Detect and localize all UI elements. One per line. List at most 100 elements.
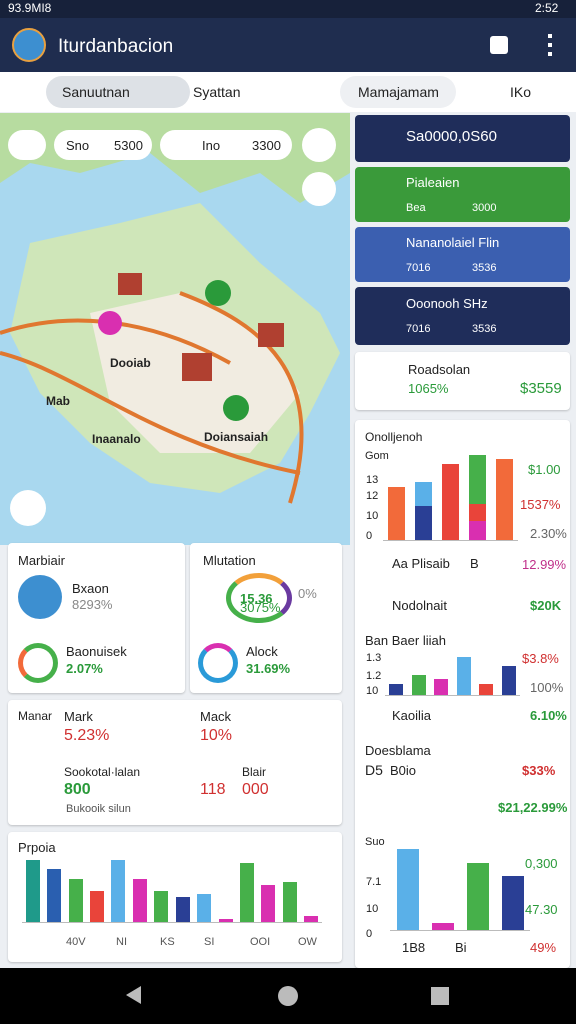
tab-label: IKo [510, 84, 532, 100]
bar [197, 894, 212, 922]
row-value: $20K [530, 598, 562, 613]
card[interactable] [355, 287, 570, 345]
item-value: 2.07% [66, 661, 103, 676]
row-value: $33% [522, 763, 556, 778]
card-title: Ooonooh SHz [406, 296, 488, 311]
map-button[interactable] [10, 490, 46, 526]
card[interactable] [355, 167, 570, 222]
chip-value: 3300 [252, 138, 281, 153]
value-label: 1537% [520, 497, 561, 512]
y-label: 0 [366, 530, 373, 542]
status-time: 2:52 [535, 1, 559, 15]
summary-value: $3559 [520, 380, 562, 397]
stat-value: 800 [64, 781, 91, 798]
x-label: OW [298, 936, 317, 948]
row-title: Doesblama [365, 743, 431, 758]
app-title: Iturdanbacion [58, 36, 174, 57]
y-label: 12 [366, 490, 379, 502]
bar [415, 506, 432, 540]
map-button[interactable] [302, 172, 336, 206]
map-chip[interactable] [54, 130, 152, 160]
axis-line [383, 540, 518, 541]
tab-chip[interactable] [46, 76, 190, 108]
stat-title: Sookotal·lalan [64, 765, 141, 779]
y-label: 1.3 [366, 652, 382, 664]
card-value: Bea [406, 202, 426, 214]
home-button[interactable] [278, 986, 298, 1006]
tab-label: Sanuutnan [62, 84, 130, 100]
bar [431, 922, 454, 930]
value-label: 47.30 [525, 902, 558, 917]
x-label: SI [204, 936, 215, 948]
icon [18, 575, 62, 619]
bar [501, 876, 524, 930]
item-value: 31.69% [246, 661, 291, 676]
y-label: 7.1 [366, 876, 382, 888]
footer-label: Aa Plisaib [392, 556, 450, 571]
map-chip[interactable] [160, 130, 292, 160]
card-title: Nananolaiel Flin [406, 235, 500, 250]
stat-title: Mark [64, 709, 93, 724]
app-bar [0, 18, 576, 72]
chart-subtitle: Gom [365, 450, 389, 462]
bar [47, 869, 62, 922]
status-bar [0, 0, 576, 18]
map [0, 113, 350, 545]
value-label: $1.00 [528, 462, 561, 477]
map-button[interactable] [8, 130, 46, 160]
item-label: Baonuisek [66, 644, 127, 659]
y-label: 13 [366, 474, 379, 486]
bar [240, 863, 254, 922]
value-label: 2.30% [530, 526, 567, 541]
card[interactable] [355, 227, 570, 282]
y-label: 10 [366, 903, 379, 915]
ring-side: 0% [298, 586, 317, 601]
row-title: Nodolnait [392, 598, 447, 613]
footer-label: Bi [455, 940, 467, 955]
bar [218, 918, 233, 922]
tab-label: Mamajamam [358, 84, 439, 100]
tab-label: Syattan [193, 84, 241, 100]
item-value: 8293% [72, 597, 113, 612]
bar [469, 504, 486, 522]
row-value: D5 [365, 762, 383, 778]
back-button[interactable] [126, 986, 141, 1004]
row-value: 6.10% [530, 708, 567, 723]
bar [111, 860, 126, 922]
bar [415, 482, 432, 506]
menu-button[interactable] [548, 34, 552, 56]
bar [496, 459, 513, 540]
bar [132, 878, 147, 922]
stat-value: 000 [242, 781, 269, 798]
nav-bar [0, 968, 576, 1024]
stat-title: Mack [200, 709, 232, 724]
row-title: Kaoilia [392, 708, 432, 723]
bar [282, 881, 297, 922]
ring [198, 643, 238, 683]
value-label: $3.8% [522, 651, 559, 666]
recents-button[interactable] [431, 987, 449, 1005]
chart-title: Ban Baer liiah [365, 633, 446, 648]
x-label: OOI [250, 936, 271, 948]
bar [466, 862, 489, 930]
action-icon[interactable] [490, 36, 508, 54]
summary-value: 1065% [408, 381, 449, 396]
chip-label: Ino [202, 138, 221, 153]
ring-value: 15.36 [240, 591, 273, 606]
bar [501, 665, 516, 695]
card-title: Sa0000,0S60 [406, 128, 497, 145]
card[interactable] [355, 115, 570, 162]
chip-label: Sno [66, 138, 90, 153]
footer-label: B [470, 556, 479, 571]
tab-chip[interactable] [340, 76, 456, 108]
axis-line [385, 695, 520, 696]
stat-value: 10% [200, 727, 233, 744]
bar [442, 463, 459, 540]
bar [411, 674, 426, 695]
bar [304, 915, 319, 922]
row-value: B0io [390, 763, 417, 778]
bar [456, 656, 471, 695]
card-title: Mlutation [203, 553, 256, 568]
map-button[interactable] [302, 128, 336, 162]
